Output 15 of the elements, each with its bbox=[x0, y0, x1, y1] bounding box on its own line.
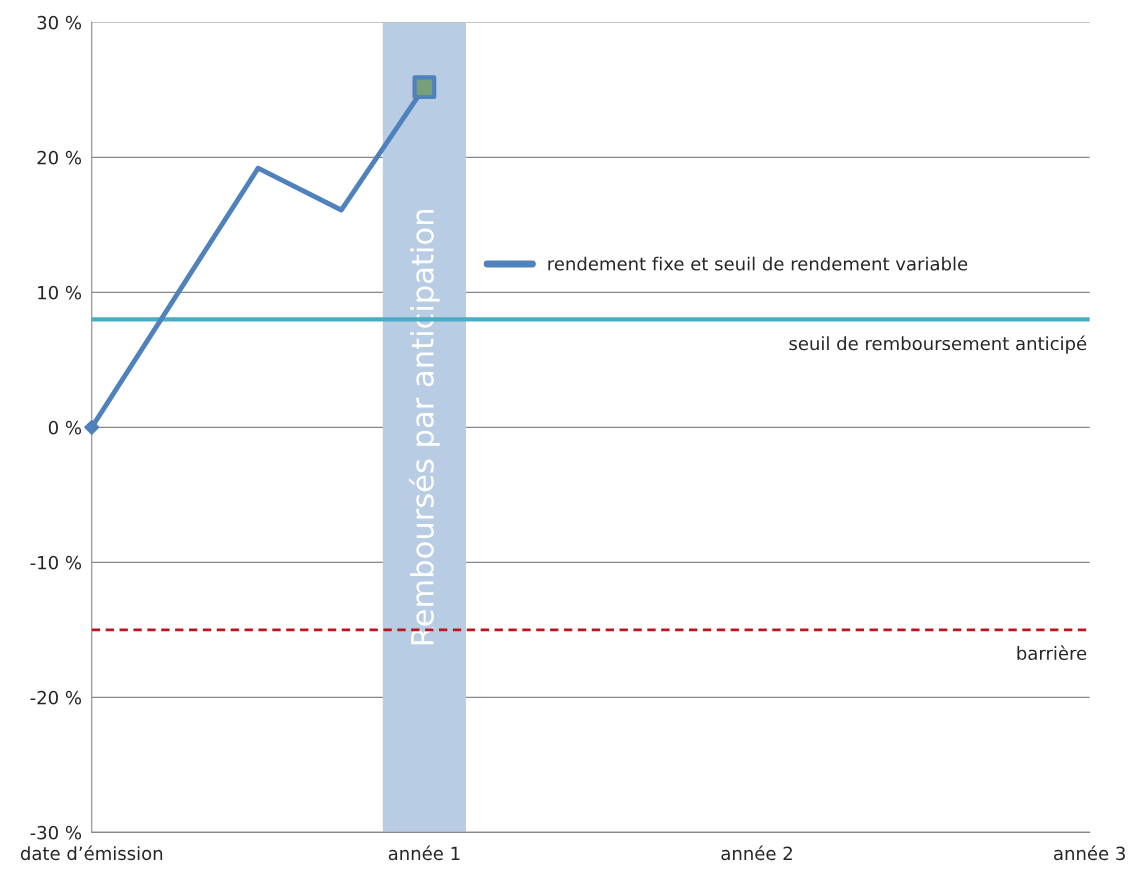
y-tick-label: 20 % bbox=[37, 150, 82, 165]
y-tick-label: -20 % bbox=[30, 690, 82, 705]
ref-line-label: seuil de remboursement anticipé bbox=[789, 335, 1087, 354]
y-tick-label: 30 % bbox=[37, 15, 82, 30]
x-tick-label: année 2 bbox=[721, 845, 792, 861]
y-tick-label: 0 % bbox=[48, 420, 82, 435]
band-label: Remboursés par anticipation bbox=[408, 210, 440, 645]
legend-label: rendement fixe et seuil de rendement variable bbox=[548, 256, 968, 271]
x-tick-label: date d’émission bbox=[20, 845, 163, 861]
x-tick-label: année 1 bbox=[388, 845, 460, 861]
x-tick-label: année 3 bbox=[1054, 845, 1125, 861]
y-tick-label: -10 % bbox=[30, 555, 82, 570]
ref-line-label: barrière bbox=[1017, 645, 1087, 661]
y-tick-label: 10 % bbox=[38, 285, 82, 300]
y-tick-label: -30 % bbox=[30, 825, 82, 840]
